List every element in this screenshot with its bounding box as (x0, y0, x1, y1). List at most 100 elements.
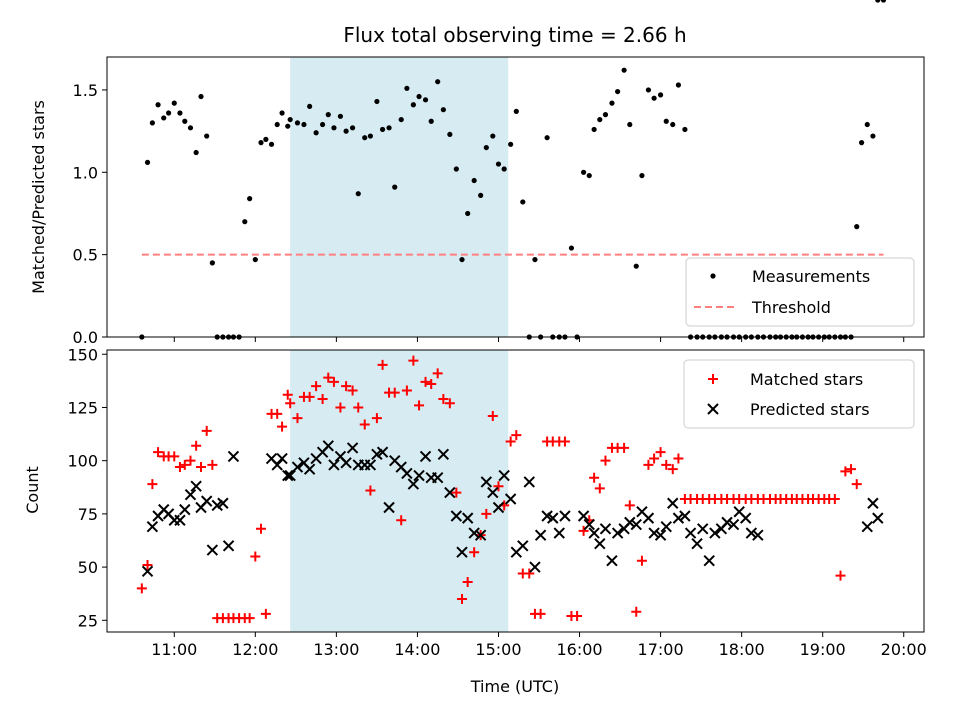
matched-star-point (353, 402, 364, 413)
measurement-point (854, 224, 860, 230)
measurement-point (645, 87, 652, 93)
predicted-star-point (599, 523, 612, 535)
matched-star-point (255, 523, 266, 534)
measurement-point (508, 141, 514, 147)
measurement-point (258, 140, 264, 146)
matched-star-point (649, 453, 660, 464)
predicted-star-point (376, 446, 389, 458)
matched-star-point (578, 525, 589, 536)
measurement-point (268, 141, 275, 147)
matched-star-point (594, 483, 605, 494)
measurement-point (374, 98, 380, 105)
y-tick-label: 25 (78, 611, 98, 630)
matched-star-point (619, 442, 630, 453)
x-tick-label: 15:00 (475, 640, 521, 659)
predicted-star-point (222, 540, 235, 552)
measurement-point (198, 93, 204, 100)
measurement-point (165, 110, 172, 116)
matched-star-point (426, 379, 437, 390)
predicted-star-point (346, 442, 359, 454)
measurement-point (343, 128, 349, 134)
matched-star-point (317, 393, 328, 404)
matched-star-point (420, 376, 431, 387)
matched-star-point (661, 459, 672, 470)
predicted-star-point (594, 537, 606, 550)
measurement-point (285, 123, 291, 129)
predicted-star-point (624, 516, 636, 529)
measurement-point (675, 82, 682, 88)
predicted-star-point (450, 510, 463, 522)
matched-star-point (389, 387, 400, 398)
matched-star-point (572, 611, 583, 622)
measurement-point (568, 245, 575, 251)
measurement-point (263, 136, 269, 142)
y-tick-label: 100 (67, 452, 98, 471)
predicted-star-point (745, 527, 758, 539)
matched-star-point (673, 453, 684, 464)
predicted-star-point (517, 540, 529, 552)
predicted-star-point (872, 512, 884, 524)
y-tick-label: 1.0 (73, 163, 98, 182)
predicted-star-point (364, 459, 377, 471)
y-tick-label: 0.5 (73, 246, 98, 265)
predicted-star-point (407, 478, 420, 490)
y-tick-label: 150 (67, 345, 98, 364)
measurement-point (144, 159, 151, 166)
measurement-point (544, 135, 550, 141)
matched-star-point (272, 408, 283, 419)
x-tick-label: 18:00 (719, 640, 765, 659)
y-tick-label: 0.0 (73, 328, 98, 347)
predicted-star-point (534, 529, 547, 541)
measurement-point (331, 125, 337, 131)
matched-star-point (147, 479, 158, 490)
matched-star-point (481, 508, 492, 519)
matched-star-point (589, 472, 600, 483)
matched-star-point (559, 436, 570, 447)
measurement-point (670, 121, 676, 128)
predicted-star-point (523, 476, 535, 488)
bottom-panel: 25 50 75 100 125 150 11:00 12:00 13:00 14:00 15:00… (67, 345, 927, 659)
measurement-point (513, 108, 519, 114)
predicted-star-point (303, 463, 316, 475)
predicted-star-point (867, 497, 879, 509)
predicted-star-point (383, 501, 395, 514)
predicted-star-point (684, 527, 697, 539)
y-tick-label: 75 (78, 505, 98, 524)
measurement-point (319, 121, 326, 128)
predicted-star-point (739, 512, 752, 524)
matched-star-point (328, 376, 339, 387)
predicted-star-point (487, 486, 499, 499)
x-tick-label: 14:00 (394, 640, 440, 659)
matched-star-point (323, 372, 334, 383)
measurement-point (435, 79, 441, 85)
predicted-star-point (271, 459, 283, 471)
measurement-point (864, 121, 870, 128)
x-tick-label: 13:00 (313, 640, 359, 659)
x-tick-label: 11:00 (151, 640, 197, 659)
predicted-star-point (146, 520, 159, 533)
bottom-legend: Matched stars Predicted stars (683, 359, 915, 429)
measurement-point (602, 112, 609, 118)
legend-label-measurements: Measurements (752, 267, 870, 286)
matched-star-point (600, 455, 611, 466)
measurement-point (274, 121, 280, 128)
measurement-point (209, 260, 215, 266)
measurement-point (651, 95, 657, 101)
measurement-point (597, 116, 603, 123)
predicted-star-point (654, 529, 667, 541)
legend-label-threshold: Threshold (751, 298, 831, 317)
predicted-star-point (141, 565, 154, 578)
predicted-star-point (328, 459, 340, 471)
matched-star-point (250, 551, 261, 562)
legend-marker-measurements (710, 273, 716, 279)
measurement-point (639, 172, 645, 179)
measurement-point (880, 0, 887, 3)
predicted-star-point (553, 527, 565, 539)
predicted-star-point (721, 516, 733, 529)
bottom-legend-box (683, 359, 915, 429)
top-y-axis-label: Matched/Predicted stars (29, 100, 48, 294)
matched-star-point (655, 447, 666, 458)
measurement-point (313, 130, 319, 136)
predicted-star-point (547, 512, 559, 524)
measurement-point (422, 97, 429, 103)
